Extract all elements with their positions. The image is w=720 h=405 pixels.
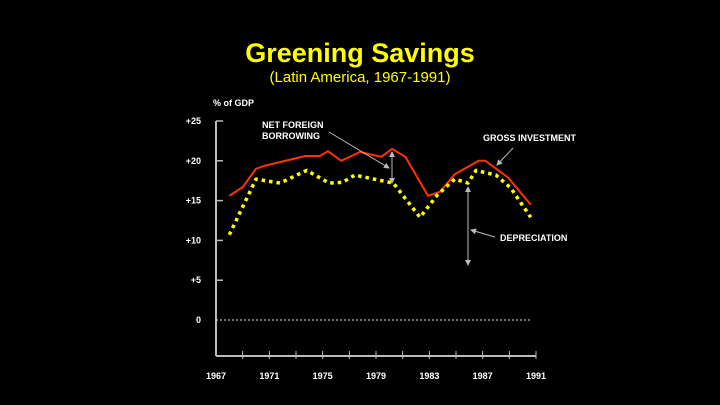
x-tick-label: 1975 [313, 371, 333, 381]
depreciation-pointer [470, 228, 496, 238]
chart-subtitle: (Latin America, 1967-1991) [270, 69, 451, 86]
series-group [227, 147, 533, 236]
y-tick-label: +5 [191, 275, 201, 285]
y-tick-label: +15 [186, 196, 201, 206]
series-line-gross-investment [228, 147, 532, 206]
y-tick-label: 0 [196, 315, 201, 325]
chart-title: Greening Savings [245, 38, 475, 68]
net-foreign-borrowing-pointer [328, 131, 390, 169]
annotation-depreciation: DEPRECIATION [500, 233, 567, 243]
y-tick-label: +25 [186, 116, 201, 126]
x-tick-label: 1983 [419, 371, 439, 381]
x-tick-label: 1987 [473, 371, 493, 381]
gross-investment-pointer [496, 147, 514, 166]
x-tick-label: 1979 [366, 371, 386, 381]
x-tick-label: 1991 [526, 371, 546, 381]
annotation-net-foreign-borrowing-line1: NET FOREIGN [262, 120, 324, 130]
y-tick-label: +20 [186, 156, 201, 166]
x-tick-label: 1967 [206, 371, 226, 381]
y-tick-label: +10 [186, 235, 201, 245]
x-tick-label: 1971 [259, 371, 279, 381]
series-line-depreciation [227, 168, 533, 236]
annotations: NET FOREIGN BORROWING GROSS INVESTMENT D… [262, 120, 577, 266]
axes: +25 +20 +15 +10 +5 0 1967 1971 1975 1979 1983 1987 1… [186, 116, 546, 381]
annotation-gross-investment: GROSS INVESTMENT [483, 133, 577, 143]
annotation-net-foreign-borrowing-line2: BORROWING [262, 131, 320, 141]
y-axis-label: % of GDP [213, 98, 254, 108]
